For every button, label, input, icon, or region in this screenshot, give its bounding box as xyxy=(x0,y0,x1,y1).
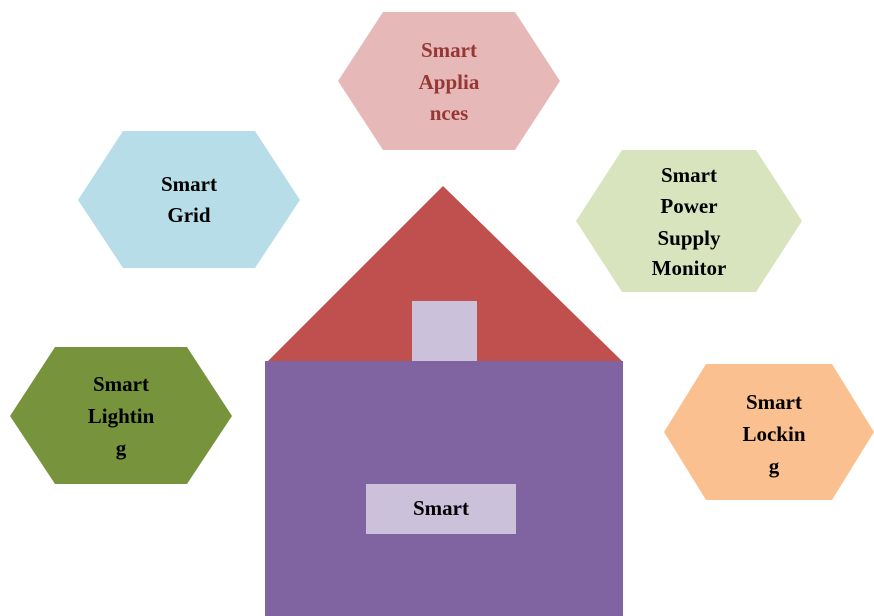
node-label: Monitor xyxy=(652,256,727,280)
node-label: Grid xyxy=(167,203,210,227)
node-label: Smart xyxy=(421,38,477,62)
node-label: Power xyxy=(660,194,717,218)
node-label: Smart xyxy=(746,390,802,414)
chimney xyxy=(412,301,477,361)
node-label: Smart xyxy=(93,372,149,396)
hexagon xyxy=(78,131,300,268)
diagram: Smart Applia nces Smart Grid Smart Power… xyxy=(0,0,874,616)
node-label: Lightin xyxy=(88,404,155,428)
node-label: Applia xyxy=(419,70,480,94)
node-label: Lockin xyxy=(742,422,805,446)
node-label: Smart xyxy=(161,172,217,196)
node-label: nces xyxy=(430,101,469,125)
node-label: Smart xyxy=(661,163,717,187)
node-label: g xyxy=(769,454,780,478)
house-label: Smart xyxy=(413,496,469,520)
node-label: Supply xyxy=(657,226,721,250)
node-label: g xyxy=(116,436,127,460)
